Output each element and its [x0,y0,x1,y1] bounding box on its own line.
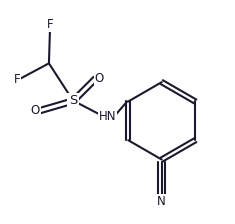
Text: O: O [95,72,104,85]
Text: F: F [47,18,53,31]
Text: HN: HN [99,110,116,123]
Text: S: S [69,95,78,108]
Text: N: N [157,195,166,208]
Text: O: O [30,104,40,117]
Text: F: F [14,73,20,86]
